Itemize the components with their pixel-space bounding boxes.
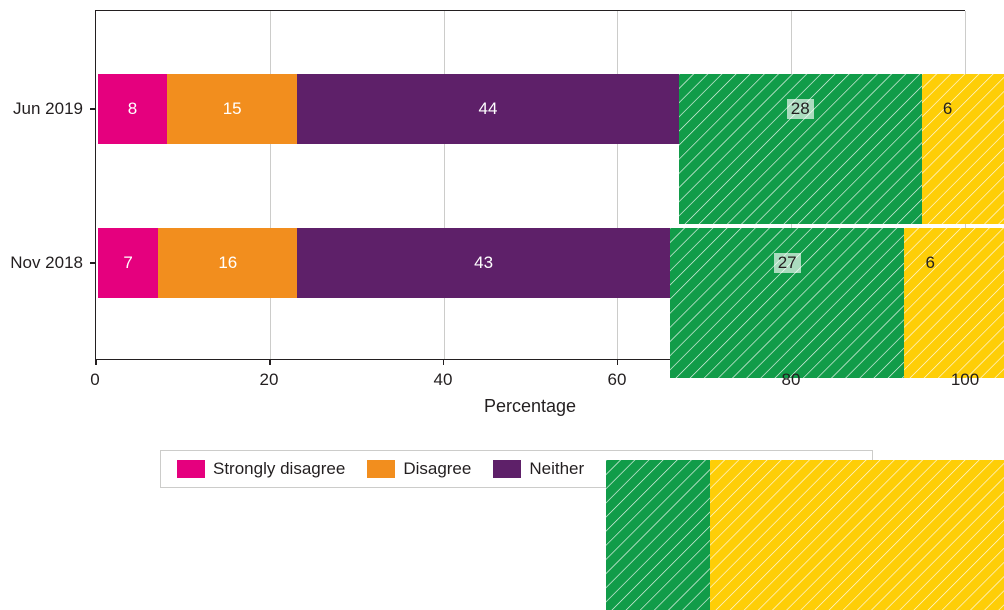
bar-value-label: 44 [479,99,498,119]
y-category-label: Nov 2018 [10,253,83,273]
y-tick [90,108,96,110]
bar-value-label: 43 [474,253,493,273]
legend-swatch [493,460,521,478]
bar-segment: 43 [297,228,670,298]
stacked-bar-chart: 8 15 44 28 6 7 16 43 27 6 Percentage Strongly dis… [0,0,1004,502]
bar-segment: 44 [297,74,679,144]
legend-item: Disagree [367,459,471,479]
x-tick-label: 100 [951,370,979,390]
bar-segment: 6 [904,228,956,298]
bar-segment: 7 [98,228,159,298]
bar-row: 7 16 43 27 6 [98,228,965,298]
gridline [270,11,271,359]
legend-item: Agree [606,459,687,479]
x-tick [790,359,792,365]
legend-item: Neither [493,459,584,479]
x-tick [443,359,445,365]
x-tick-label: 20 [260,370,279,390]
legend-swatch [367,460,395,478]
legend-label: Agree [642,459,687,479]
gridline [617,11,618,359]
bar-segment: 8 [98,74,167,144]
legend-item: Strongly agree [710,459,857,479]
x-tick [617,359,619,365]
y-category-label: Jun 2019 [13,99,83,119]
bar-value-label: 15 [223,99,242,119]
bar-segment: 27 [670,228,904,298]
legend-swatch [710,460,738,478]
bar-value-label: 28 [787,99,814,119]
bar-value-label: 16 [218,253,237,273]
legend-label: Disagree [403,459,471,479]
x-tick-label: 60 [608,370,627,390]
x-tick-label: 80 [782,370,801,390]
bar-row: 8 15 44 28 6 [98,74,965,144]
x-tick-label: 0 [90,370,99,390]
legend-label: Neither [529,459,584,479]
bar-value-label: 27 [774,253,801,273]
x-tick [95,359,97,365]
legend-swatch [177,460,205,478]
bar-value-label: 6 [926,253,935,273]
x-axis-title: Percentage [484,396,576,417]
bar-segment: 15 [167,74,297,144]
bar-segment: 16 [158,228,297,298]
gridline [965,11,966,359]
bar-segment: 28 [679,74,922,144]
bar-segment: 6 [922,74,974,144]
gridline [791,11,792,359]
legend-swatch [606,460,634,478]
legend-item: Strongly disagree [177,459,345,479]
legend-label: Strongly disagree [213,459,345,479]
x-tick [964,359,966,365]
bar-value-label: 6 [943,99,952,119]
gridline [444,11,445,359]
plot-area: 8 15 44 28 6 7 16 43 27 6 [95,10,965,360]
x-tick-label: 40 [434,370,453,390]
x-tick [269,359,271,365]
legend-label: Strongly agree [746,459,857,479]
bar-value-label: 8 [128,99,137,119]
legend: Strongly disagree Disagree Neither Agree Str… [160,450,873,488]
y-tick [90,262,96,264]
bar-value-label: 7 [123,253,132,273]
